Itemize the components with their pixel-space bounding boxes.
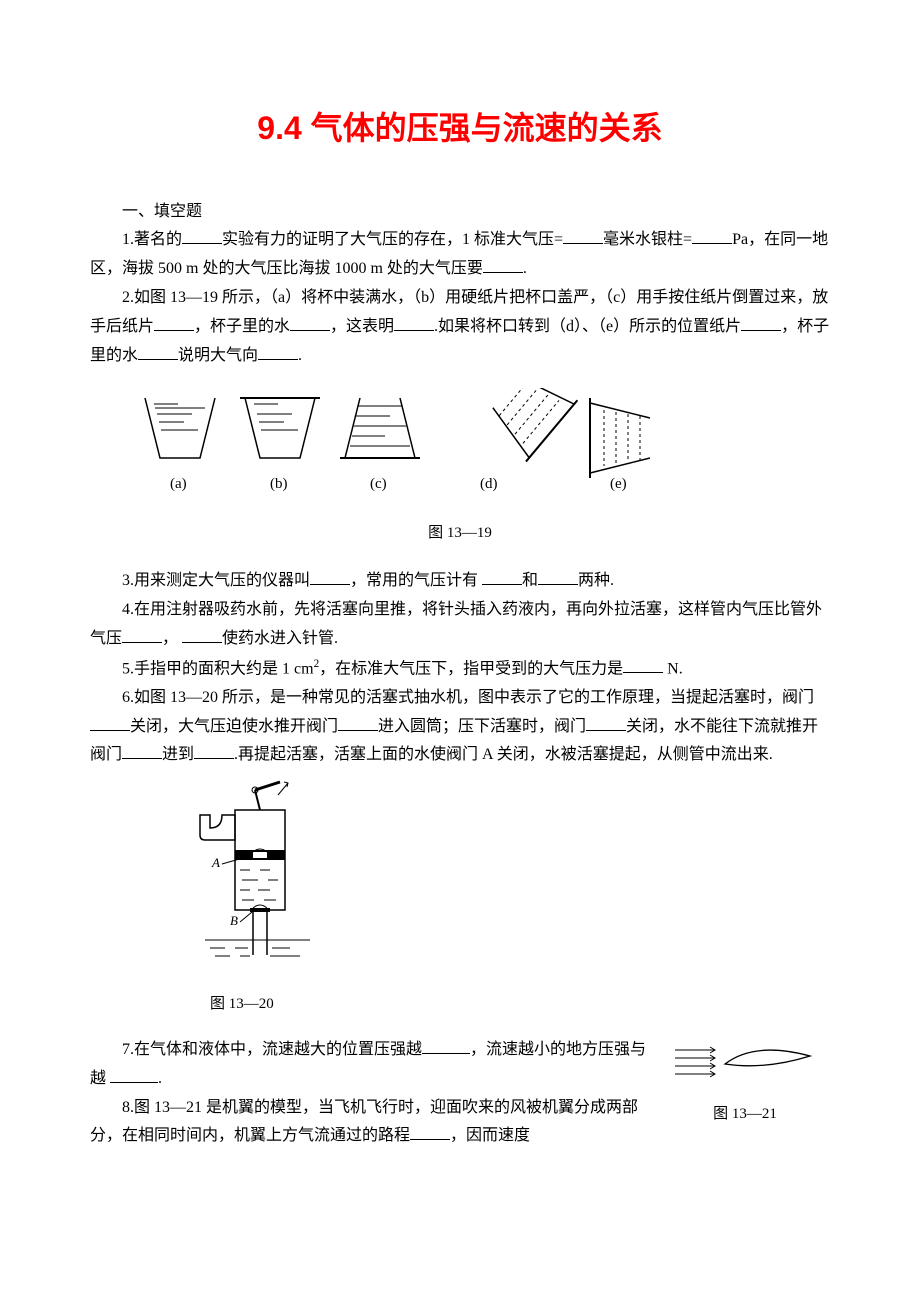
figure-13-19-caption: 图 13—19 <box>90 520 830 547</box>
cup-b-label: (b) <box>270 476 288 492</box>
q3-text-d: 两种. <box>578 572 614 589</box>
q2-blank-4 <box>741 314 781 331</box>
q1-text-c: 毫米水银柱= <box>603 231 692 248</box>
q1-blank-1 <box>182 227 222 244</box>
q3-text-a: 3.用来测定大气压的仪器叫 <box>122 572 310 589</box>
q6-blank-4 <box>122 742 162 759</box>
q2-text-g: . <box>298 347 302 364</box>
question-2: 2.如图 13—19 所示，（a）将杯中装满水，（b）用硬纸片把杯口盖严，（c）… <box>90 284 830 370</box>
q2-blank-6 <box>258 343 298 360</box>
q5-blank-1 <box>623 656 663 673</box>
q4-blank-1 <box>122 626 162 643</box>
section-heading: 一、填空题 <box>90 198 830 227</box>
q2-text-b: ，杯子里的水 <box>194 318 290 335</box>
cups-diagram-icon: (a) (b) (c) <box>130 388 690 508</box>
question-3: 3.用来测定大气压的仪器叫 ，常用的气压计有 和 两种. <box>90 567 830 596</box>
q2-text-f: 说明大气向 <box>178 347 258 364</box>
airfoil-diagram-icon <box>670 1036 820 1086</box>
question-6: 6.如图 13—20 所示，是一种常见的活塞式抽水机，图中表示了它的工作原理，当… <box>90 684 830 770</box>
figure-13-20: A B <box>150 780 830 981</box>
figure-13-20-caption: 图 13—20 <box>210 991 830 1018</box>
q2-blank-3 <box>394 314 434 331</box>
q7-q8-block: 图 13—21 7.在气体和液体中，流速越大的位置压强越，流速越小的地方压强与越… <box>90 1036 830 1151</box>
q7-text-a: 7.在气体和液体中，流速越大的位置压强越 <box>122 1041 422 1058</box>
q5-text-b: ，在标准大气压下，指甲受到的大气压力是 <box>319 660 623 677</box>
q7-text-c: . <box>158 1070 162 1087</box>
q4-text-c: 使药水进入针管. <box>222 630 338 647</box>
q7-blank-1 <box>422 1037 470 1054</box>
document-page: 9.4 气体的压强与流速的关系 一、填空题 1.著名的 实验有力的证明了大气压的存… <box>0 0 920 1302</box>
q5-text-a: 5.手指甲的面积大约是 1 cm <box>122 660 314 677</box>
q2-blank-5 <box>138 343 178 360</box>
q2-text-d: .如果将杯口转到（d）、（e）所示的位置纸片 <box>434 318 741 335</box>
cup-c-label: (c) <box>370 476 387 492</box>
cup-a-label: (a) <box>170 476 187 492</box>
q2-text-c: ，这表明 <box>330 318 394 335</box>
q1-text-e: . <box>523 260 527 277</box>
q2-blank-1 <box>154 314 194 331</box>
q6-text-e: 进到 <box>162 746 194 763</box>
valve-b-label: B <box>230 913 238 928</box>
q8-text-a: 8.图 13—21 是机翼的模型，当飞机飞行时，迎面吹来的风被机翼分成两部分，在… <box>90 1099 638 1145</box>
q3-text-b: ，常用的气压计有 <box>350 572 482 589</box>
question-4: 4.在用注射器吸药水前，先将活塞向里推，将针头插入药液内，再向外拉活塞，这样管内… <box>90 596 830 654</box>
q4-text-b: ， <box>162 630 182 647</box>
cup-d-label: (d) <box>480 476 498 492</box>
q1-text-a: 1.著名的 <box>122 231 182 248</box>
q7-blank-2 <box>110 1066 158 1083</box>
cup-e-label: (e) <box>610 476 627 492</box>
q1-blank-3 <box>692 227 732 244</box>
q1-text-b: 实验有力的证明了大气压的存在，1 标准大气压= <box>222 231 563 248</box>
q5-text-c: N. <box>663 660 683 677</box>
q3-text-c: 和 <box>522 572 538 589</box>
q3-blank-1 <box>310 568 350 585</box>
q4-blank-2 <box>182 626 222 643</box>
q6-blank-1 <box>90 714 130 731</box>
page-title: 9.4 气体的压强与流速的关系 <box>90 100 830 158</box>
figure-13-21-caption: 图 13—21 <box>660 1101 830 1128</box>
q1-blank-4 <box>483 256 523 273</box>
question-1: 1.著名的实验有力的证明了大气压的存在，1 标准大气压=毫米水银柱=Pa，在同一… <box>90 226 830 284</box>
q6-text-c: 进入圆筒；压下活塞时，阀门 <box>378 718 586 735</box>
q6-text-a: 6.如图 13—20 所示，是一种常见的活塞式抽水机，图中表示了它的工作原理，当… <box>122 689 814 706</box>
q8-text-b: ，因而速度 <box>450 1127 530 1144</box>
q8-blank-1 <box>410 1123 450 1140</box>
pump-diagram-icon: A B <box>150 780 320 970</box>
q2-blank-2 <box>290 314 330 331</box>
q6-blank-3 <box>586 714 626 731</box>
valve-a-label: A <box>211 855 220 870</box>
q3-blank-2 <box>482 568 522 585</box>
q6-text-b: 关闭，大气压迫使水推开阀门 <box>130 718 338 735</box>
q6-blank-2 <box>338 714 378 731</box>
q3-blank-3 <box>538 568 578 585</box>
figure-13-19: (a) (b) (c) <box>130 388 830 508</box>
figure-13-21: 图 13—21 <box>660 1036 830 1128</box>
q6-blank-5 <box>194 742 234 759</box>
question-5: 5.手指甲的面积大约是 1 cm2，在标准大气压下，指甲受到的大气压力是 N. <box>90 654 830 684</box>
q1-blank-2 <box>563 227 603 244</box>
q6-text-f: .再提起活塞，活塞上面的水使阀门 A 关闭，水被活塞提起，从侧管中流出来. <box>234 746 773 763</box>
